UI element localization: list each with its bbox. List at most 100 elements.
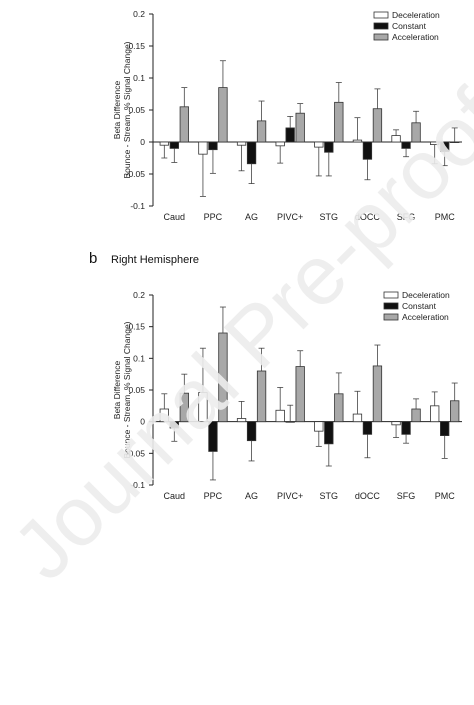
bar-acceleration-docc [372, 365, 383, 423]
bar-constant-ppc [208, 141, 218, 151]
y-tick-label: -0.1 [130, 480, 145, 490]
bar-acceleration-sfg [411, 408, 421, 423]
category-label: STG [320, 491, 339, 501]
legend-swatch-constant [373, 22, 389, 30]
bar-acceleration-ag [256, 370, 267, 423]
category-label: PIVC+ [277, 491, 303, 501]
bar-constant-caud [169, 421, 179, 429]
bar-constant-ag [246, 421, 257, 442]
bar-deceleration-sfg [391, 135, 401, 143]
category-label: PPC [204, 491, 223, 501]
bar-deceleration-ag [236, 141, 247, 146]
legend-label-constant: Constant [392, 21, 427, 31]
y-axis-label-line: Beta Difference [112, 361, 122, 420]
bar-acceleration-stg [334, 101, 344, 143]
bar-deceleration-sfg [391, 421, 401, 426]
panel-title-right-hemisphere: Right Hemisphere [111, 254, 200, 266]
bar-deceleration-pivc+ [275, 409, 285, 423]
bar-deceleration-pmc [430, 141, 440, 145]
bar-constant-ag [246, 141, 257, 165]
y-axis-label: Beta DifferenceBounce - Stream, % Signal… [112, 41, 132, 178]
y-tick-label: 0.2 [133, 290, 145, 300]
bar-deceleration-docc [352, 413, 363, 423]
bar-constant-stg [324, 421, 334, 445]
bar-deceleration-pivc+ [275, 141, 285, 147]
bar-constant-docc [362, 141, 373, 160]
y-tick-label: -0.1 [130, 201, 145, 211]
category-label: dOCC [355, 491, 381, 501]
legend-label-deceleration: Deceleration [392, 10, 440, 20]
category-label: SFG [397, 491, 416, 501]
bar-constant-pmc [440, 141, 450, 152]
y-tick-label: -0.05 [126, 448, 146, 458]
bar-constant-pivc+ [285, 127, 295, 143]
y-tick-label: 0 [140, 137, 145, 147]
category-label: AG [245, 212, 258, 222]
category-label: AG [245, 491, 258, 501]
bar-acceleration-pmc [450, 400, 460, 423]
bar-acceleration-sfg [411, 122, 421, 143]
y-axis-label: Beta DifferenceBounce - Stream, % Signal… [112, 321, 132, 458]
bar-constant-sfg [401, 421, 411, 435]
bar-constant-pmc [440, 421, 450, 437]
chart-right-hemisphere: -0.1 -0.05 0 0.05 0.1 0.15 0.2 Beta DifferenceB… [112, 290, 462, 501]
category-label: PMC [435, 212, 456, 222]
bar-constant-pivc+ [285, 421, 295, 423]
category-label: Caud [164, 212, 186, 222]
category-label: PIVC+ [277, 212, 303, 222]
legend-label-deceleration: Deceleration [402, 290, 450, 300]
y-axis-label-line: Bounce - Stream, % Signal Change) [122, 321, 132, 458]
category-label: dOCC [355, 212, 381, 222]
y-tick-label: -0.05 [126, 169, 146, 179]
category-label: PPC [204, 212, 223, 222]
y-tick-label: 0.05 [128, 385, 145, 395]
bar-deceleration-ppc [198, 392, 208, 423]
bar-constant-caud [169, 141, 179, 149]
legend-swatch-deceleration [373, 11, 389, 19]
bar-acceleration-pmc [450, 141, 460, 144]
bar-acceleration-ag [256, 120, 267, 143]
bar-deceleration-docc [352, 139, 363, 143]
category-label: Caud [164, 491, 186, 501]
legend-swatch-deceleration [383, 291, 399, 299]
bar-acceleration-docc [372, 108, 383, 143]
y-tick-label: 0.2 [133, 9, 145, 19]
bar-deceleration-ag [236, 418, 247, 423]
bar-deceleration-ppc [198, 141, 208, 155]
y-tick-label: 0.1 [133, 353, 145, 363]
y-tick-label: 0.1 [133, 73, 145, 83]
bar-constant-docc [362, 421, 373, 435]
category-label: STG [320, 212, 339, 222]
bar-deceleration-stg [314, 141, 324, 148]
y-tick-label: 0 [140, 417, 145, 427]
bar-acceleration-ppc [218, 332, 228, 423]
y-tick-label: 0.05 [128, 105, 145, 115]
category-label: SFG [397, 212, 416, 222]
chart-left-hemisphere: -0.1 -0.05 0 0.05 0.1 0.15 0.2 Beta DifferenceB… [112, 9, 462, 222]
y-tick-label: 0.15 [128, 41, 145, 51]
y-axis-label-line: Beta Difference [112, 81, 122, 140]
bar-deceleration-caud [159, 141, 169, 146]
legend-swatch-constant [383, 302, 399, 310]
bar-deceleration-pmc [430, 405, 440, 423]
bar-acceleration-caud [179, 392, 189, 423]
bar-constant-ppc [208, 421, 218, 452]
bar-acceleration-pivc+ [295, 366, 305, 423]
category-label: PMC [435, 491, 456, 501]
y-axis-label-line: Bounce - Stream, % Signal Change) [122, 41, 132, 178]
bar-acceleration-pivc+ [295, 112, 305, 143]
y-tick-label: 0.15 [128, 322, 145, 332]
bar-constant-sfg [401, 141, 411, 149]
bar-acceleration-ppc [218, 87, 228, 143]
legend-label-acceleration: Acceleration [402, 312, 449, 322]
legend-swatch-acceleration [373, 33, 389, 41]
bar-deceleration-caud [159, 408, 169, 423]
legend-label-constant: Constant [402, 301, 437, 311]
legend-label-acceleration: Acceleration [392, 32, 439, 42]
panel-label-b: b [89, 250, 98, 267]
legend-swatch-acceleration [383, 313, 399, 321]
bar-constant-stg [324, 141, 334, 153]
bar-acceleration-stg [334, 393, 344, 423]
bar-acceleration-caud [179, 106, 189, 143]
bar-deceleration-stg [314, 421, 324, 432]
